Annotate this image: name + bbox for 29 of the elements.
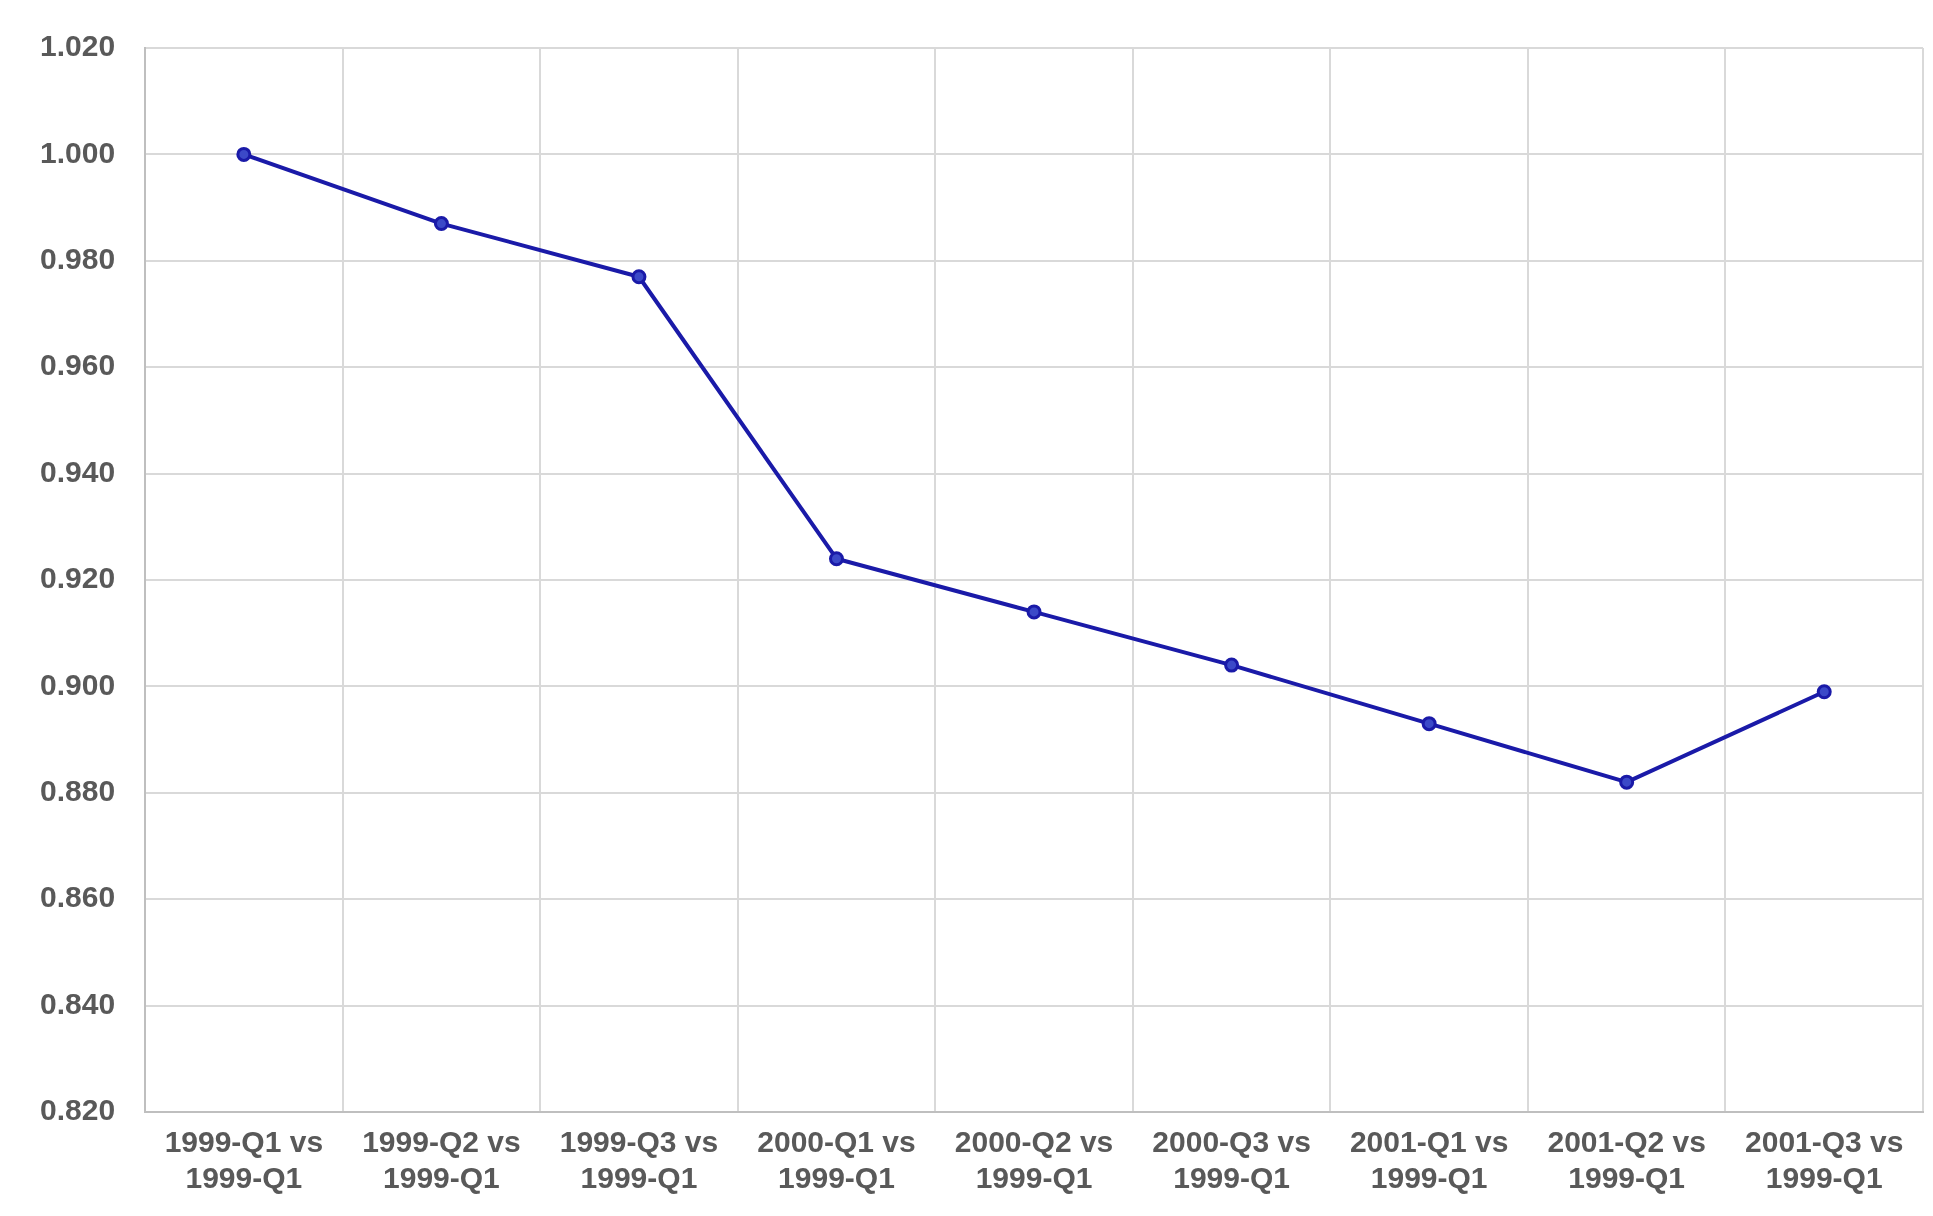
x-tick-label: 2001-Q3 vs 1999-Q1 (1745, 1125, 1904, 1195)
x-tick-label: 2001-Q1 vs 1999-Q1 (1349, 1125, 1509, 1195)
x-tick-label: 2000-Q1 vs 1999-Q1 (757, 1125, 916, 1195)
y-tick-label: 0.880 (40, 774, 116, 808)
x-tick-label: 2001-Q2 vs 1999-Q1 (1547, 1125, 1706, 1195)
point (631, 269, 647, 285)
point (1816, 684, 1832, 700)
y-tick-label: 1.020 (40, 29, 116, 63)
y-tick-label: 0.840 (40, 986, 116, 1020)
point (236, 146, 252, 162)
y-tick-label: 0.980 (40, 242, 116, 276)
y-tick-label: 1.000 (40, 135, 116, 169)
x-tick-label: 1999-Q1 vs 1999-Q1 (164, 1125, 324, 1195)
x-tick-label: 1999-Q2 vs 1999-Q1 (362, 1125, 521, 1195)
y-tick-label: 0.920 (40, 561, 116, 595)
point (828, 551, 844, 567)
x-tick-label: 2000-Q3 vs 1999-Q1 (1152, 1125, 1311, 1195)
y-tick-label: 0.820 (40, 1093, 116, 1127)
y-tick-label: 0.940 (40, 454, 116, 488)
y-tick-label: 0.860 (40, 880, 116, 914)
point (1619, 774, 1635, 790)
x-tick-label: 1999-Q3 vs 1999-Q1 (559, 1125, 719, 1195)
y-tick-label: 0.900 (40, 667, 116, 701)
y-tick-label: 0.960 (40, 348, 116, 382)
x-tick-label: 2000-Q2 vs 1999-Q1 (954, 1125, 1114, 1195)
point (433, 216, 449, 232)
point (1026, 604, 1042, 620)
point (1224, 657, 1240, 673)
point (1421, 716, 1437, 732)
